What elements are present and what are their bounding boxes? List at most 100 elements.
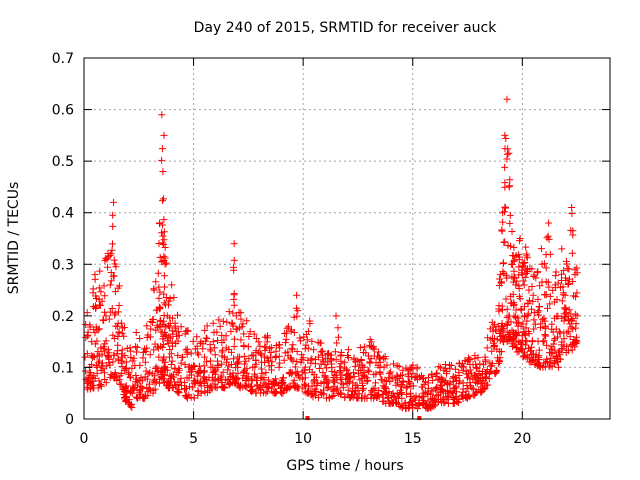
data-point — [328, 393, 336, 401]
data-point — [405, 378, 413, 386]
data-point — [271, 379, 279, 387]
y-tick-label: 0.3 — [52, 257, 74, 273]
data-point — [137, 383, 145, 391]
data-point — [511, 273, 519, 281]
data-point — [398, 394, 406, 402]
data-point — [524, 310, 532, 318]
data-point — [546, 300, 554, 308]
data-point — [503, 337, 511, 345]
data-point — [95, 325, 103, 333]
data-point — [242, 377, 250, 385]
data-point — [92, 292, 100, 300]
data-point — [558, 245, 566, 253]
data-point — [143, 344, 151, 352]
data-point — [225, 380, 233, 388]
x-tick-label: 15 — [404, 431, 422, 447]
data-point — [302, 341, 310, 349]
data-point — [220, 336, 228, 344]
data-point — [498, 348, 506, 356]
data-point — [432, 370, 440, 378]
data-point — [519, 320, 527, 328]
data-point — [194, 388, 202, 396]
data-point — [293, 312, 301, 320]
data-point — [162, 259, 170, 267]
data-point — [346, 374, 354, 382]
data-point — [375, 386, 383, 394]
data-point — [515, 282, 523, 290]
data-point — [563, 329, 571, 337]
data-point — [342, 375, 350, 383]
data-point — [398, 371, 406, 379]
data-point — [285, 323, 293, 331]
data-point — [530, 316, 538, 324]
data-point — [350, 369, 358, 377]
data-point — [126, 374, 134, 382]
data-point — [516, 295, 524, 303]
data-point — [179, 353, 187, 361]
data-point — [384, 394, 392, 402]
data-point — [215, 316, 223, 324]
data-point — [553, 333, 561, 341]
data-point — [522, 243, 530, 251]
data-point — [207, 357, 215, 365]
data-point — [159, 375, 167, 383]
data-point — [452, 365, 460, 373]
data-point — [111, 311, 119, 319]
data-point — [230, 256, 238, 264]
data-point — [331, 372, 339, 380]
data-point — [150, 376, 158, 384]
data-point — [518, 271, 526, 279]
data-point — [122, 365, 130, 373]
data-point — [216, 322, 224, 330]
data-point — [102, 312, 110, 320]
data-point — [522, 266, 530, 274]
data-point — [510, 312, 518, 320]
data-point — [545, 283, 553, 291]
data-point — [350, 373, 358, 381]
data-point — [549, 350, 557, 358]
data-point — [154, 365, 162, 373]
data-point — [512, 343, 520, 351]
data-point — [106, 361, 114, 369]
data-point — [89, 285, 97, 293]
y-tick-label: 0.1 — [52, 360, 74, 376]
data-point — [160, 236, 168, 244]
data-point — [443, 393, 451, 401]
data-point — [181, 361, 189, 369]
data-point — [223, 355, 231, 363]
data-point — [541, 322, 549, 330]
data-point — [183, 345, 191, 353]
data-point — [315, 353, 323, 361]
data-point — [555, 328, 563, 336]
data-point — [517, 305, 525, 313]
data-point — [128, 364, 136, 372]
data-point — [480, 385, 488, 393]
data-point — [488, 347, 496, 355]
data-point — [161, 283, 169, 291]
data-point — [161, 254, 169, 262]
data-point — [83, 309, 91, 317]
data-point — [97, 344, 105, 352]
data-point — [197, 389, 205, 397]
chart-title: Day 240 of 2015, SRMTID for receiver auc… — [194, 20, 498, 36]
data-point — [134, 381, 142, 389]
data-point — [168, 338, 176, 346]
data-point — [307, 359, 315, 367]
data-point — [164, 340, 172, 348]
data-point — [263, 387, 271, 395]
data-point — [521, 303, 529, 311]
data-point — [255, 338, 263, 346]
data-point — [447, 361, 455, 369]
data-point — [568, 209, 576, 217]
data-point — [525, 330, 533, 338]
data-point — [288, 344, 296, 352]
data-point — [365, 368, 373, 376]
data-point — [184, 327, 192, 335]
x-tick-label: 20 — [513, 431, 531, 447]
data-point — [143, 334, 151, 342]
data-point — [530, 325, 538, 333]
data-point — [195, 362, 203, 370]
data-point — [187, 393, 195, 401]
data-point — [294, 371, 302, 379]
data-point — [317, 339, 325, 347]
